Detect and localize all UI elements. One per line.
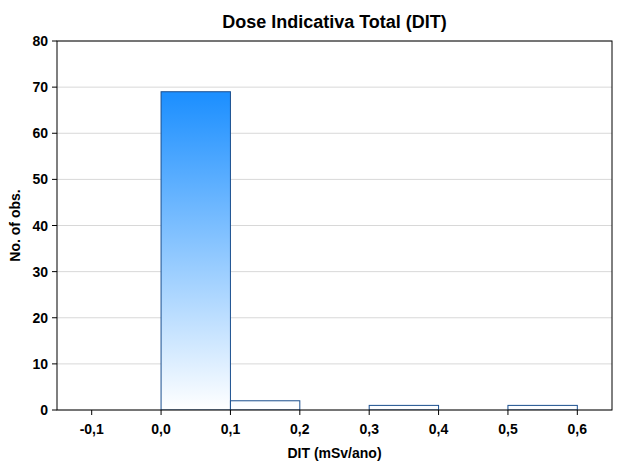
x-tick-label: -0,1 (80, 421, 104, 437)
y-axis-label: No. of obs. (7, 189, 23, 261)
grid-line (57, 363, 612, 364)
x-tick (577, 410, 578, 415)
x-tick-label: 0,2 (290, 421, 310, 437)
x-tick-label: 0,6 (568, 421, 588, 437)
grid-line (57, 179, 612, 180)
plot-frame (57, 41, 612, 410)
x-tick (299, 410, 300, 415)
x-tick-label: 0,5 (498, 421, 518, 437)
y-tick (52, 179, 57, 180)
grid-line (57, 87, 612, 88)
x-tick-label: 0,0 (151, 421, 171, 437)
y-tick (52, 271, 57, 272)
y-tick-label: 20 (32, 310, 48, 326)
y-tick (52, 410, 57, 411)
y-tick (52, 363, 57, 364)
y-tick-label: 30 (32, 264, 48, 280)
x-tick (230, 410, 231, 415)
bars (161, 92, 577, 410)
y-tick-label: 60 (32, 125, 48, 141)
x-tick (438, 410, 439, 415)
y-tick (52, 41, 57, 42)
x-tick-label: 0,3 (359, 421, 379, 437)
bar (369, 405, 438, 410)
grid-line (57, 225, 612, 226)
grid-line (57, 133, 612, 134)
y-tick-label: 0 (40, 402, 48, 418)
x-tick (507, 410, 508, 415)
plot-area (57, 41, 612, 410)
bar (161, 92, 230, 410)
title: Dose Indicativa Total (DIT) (222, 12, 447, 32)
x-tick (91, 410, 92, 415)
grid-line (57, 271, 612, 272)
y-tick (52, 87, 57, 88)
grid-line (57, 317, 612, 318)
x-tick-label: 0,4 (429, 421, 449, 437)
y-tick-label: 50 (32, 171, 48, 187)
y-tick-label: 70 (32, 79, 48, 95)
y-tick-label: 10 (32, 356, 48, 372)
chart-root: 0 10 20 30 40 50 60 70 80 -0,1 0,0 0,1 0,2 0,3 0,4 0,5 0… (0, 0, 624, 468)
x-axis-label: DIT (mSv/ano) (287, 445, 381, 461)
bar (508, 405, 577, 410)
y-tick-label: 40 (32, 218, 48, 234)
bar (230, 401, 299, 410)
x-tick (161, 410, 162, 415)
y-tick (52, 317, 57, 318)
y-tick (52, 133, 57, 134)
y-tick (52, 225, 57, 226)
chart: 0 10 20 30 40 50 60 70 80 -0,1 0,0 0,1 0,2 0,3 0,4 0,5 0… (0, 0, 624, 468)
x-tick (369, 410, 370, 415)
y-tick-label: 80 (32, 33, 48, 49)
x-tick-label: 0,1 (221, 421, 241, 437)
